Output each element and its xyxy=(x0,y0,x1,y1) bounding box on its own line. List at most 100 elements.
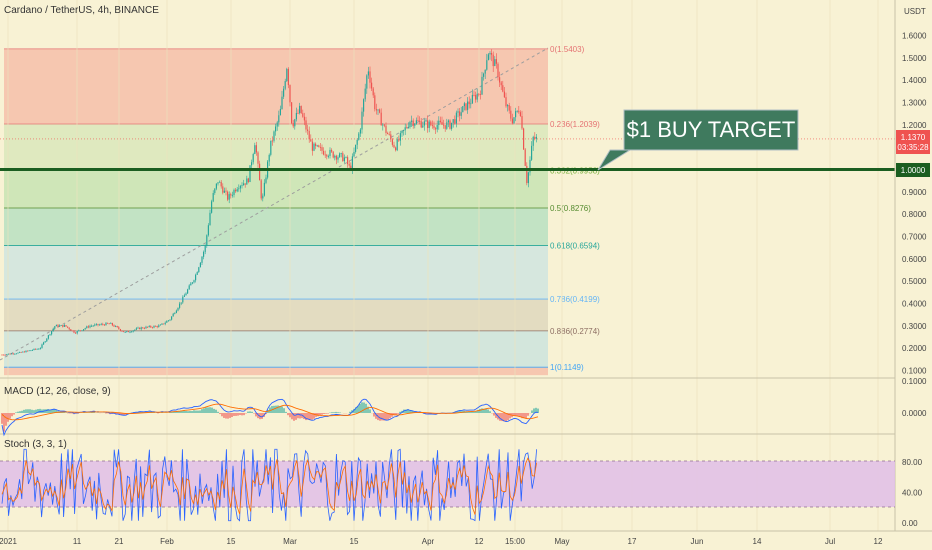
candle-body xyxy=(339,153,341,158)
candle-body xyxy=(395,147,397,151)
macd-histogram-bar xyxy=(7,413,9,422)
candle-body xyxy=(271,140,273,142)
macd-histogram-bar xyxy=(399,411,401,413)
macd-histogram-bar xyxy=(375,413,377,419)
macd-histogram-bar xyxy=(397,413,399,414)
macd-histogram-bar xyxy=(295,413,297,420)
macd-histogram-bar xyxy=(501,413,503,422)
macd-histogram-bar xyxy=(303,413,305,420)
candle-body xyxy=(534,136,536,139)
candle-body xyxy=(201,256,203,263)
candle-body xyxy=(17,352,19,354)
candle-body xyxy=(484,69,486,74)
candle-body xyxy=(105,322,107,326)
candle-body xyxy=(371,82,373,89)
symbol-title: Cardano / TetherUS, 4h, BINANCE xyxy=(4,5,159,16)
candle-body xyxy=(393,144,395,148)
candle-body xyxy=(478,93,480,95)
candle-body xyxy=(343,157,345,162)
candle-body xyxy=(183,295,185,297)
macd-histogram-bar xyxy=(5,413,7,426)
macd-histogram-bar xyxy=(479,408,481,413)
price-tick-label: 0.6000 xyxy=(902,255,927,264)
macd-histogram-bar xyxy=(61,412,63,413)
candle-body xyxy=(383,124,385,126)
candle-body xyxy=(423,121,425,126)
candle-body xyxy=(150,325,152,328)
macd-histogram-bar xyxy=(121,413,123,415)
candle-body xyxy=(4,354,6,356)
candle-body xyxy=(225,190,227,192)
candle-body xyxy=(486,60,488,70)
candle-body xyxy=(535,136,537,139)
candle-body xyxy=(369,71,371,83)
time-axis[interactable]: 2021 11 21 Feb 15 Mar 15 Apr 12 15:00 May 17 Jun 14 Ju… xyxy=(0,537,883,546)
candle-body xyxy=(132,330,134,332)
candle-body xyxy=(502,85,504,92)
candle-body xyxy=(11,353,13,355)
time-tick-label: Feb xyxy=(160,537,174,546)
fib-zone xyxy=(4,245,548,300)
price-tick-label: 0.5000 xyxy=(902,277,927,286)
candle-body xyxy=(321,147,323,151)
candle-body xyxy=(158,325,160,327)
macd-histogram-bar xyxy=(139,411,141,413)
candle-body xyxy=(78,330,80,332)
price-tick-label: 1.6000 xyxy=(902,32,927,41)
candle-body xyxy=(455,112,457,124)
macd-histogram-bar xyxy=(535,407,537,413)
candle-body xyxy=(401,130,403,134)
candle-body xyxy=(366,75,368,89)
candle-body xyxy=(190,283,192,286)
candle-body xyxy=(422,125,424,128)
candle-body xyxy=(47,335,49,339)
macd-histogram-bar xyxy=(469,411,471,413)
candle-body xyxy=(326,154,328,157)
candle-body xyxy=(126,331,128,332)
macd-histogram-bar xyxy=(25,409,27,413)
callout-label: $1 BUY TARGET xyxy=(627,117,796,142)
candle-body xyxy=(1,354,3,356)
candle-body xyxy=(223,190,225,193)
target-price-badge: 1.0000 xyxy=(896,163,930,177)
candle-body xyxy=(177,307,179,311)
macd-histogram-bar xyxy=(161,412,163,413)
time-tick-label: 21 xyxy=(115,537,124,546)
macd-histogram-bar xyxy=(41,409,43,413)
candle-body xyxy=(337,157,339,160)
macd-histogram-bar xyxy=(63,412,65,413)
candle-body xyxy=(286,68,288,82)
time-tick-label: 15 xyxy=(227,537,236,546)
buy-target-callout[interactable]: $1 BUY TARGET xyxy=(597,109,799,171)
macd-histogram-bar xyxy=(327,413,329,414)
last-price-badge: 1.1370 03:35:28 xyxy=(896,130,930,154)
candle-body xyxy=(233,189,235,195)
candle-body xyxy=(215,183,217,189)
macd-histogram-bar xyxy=(297,413,299,419)
candle-body xyxy=(63,325,65,327)
candle-body xyxy=(27,350,29,352)
candle-body xyxy=(294,119,296,127)
macd-histogram-bar xyxy=(409,410,411,413)
candle-body xyxy=(516,110,518,112)
candle-body xyxy=(518,110,520,113)
stoch-panel[interactable] xyxy=(0,448,895,522)
candle-body xyxy=(331,149,333,152)
candle-body xyxy=(145,326,147,329)
candle-body xyxy=(198,267,200,273)
candle-body xyxy=(252,154,254,163)
macd-histogram-bar xyxy=(199,410,201,413)
macd-histogram-bar xyxy=(513,413,515,416)
candle-body xyxy=(470,103,472,105)
macd-histogram-bar xyxy=(299,413,301,419)
candle-body xyxy=(244,183,246,185)
macd-histogram-bar xyxy=(241,413,243,416)
candle-body xyxy=(487,54,489,61)
candle-body xyxy=(406,127,408,129)
macd-histogram-bar xyxy=(381,413,383,421)
candle-body xyxy=(191,282,193,284)
candle-body xyxy=(329,149,331,156)
candle-body xyxy=(193,280,195,283)
macd-panel[interactable] xyxy=(1,398,539,437)
